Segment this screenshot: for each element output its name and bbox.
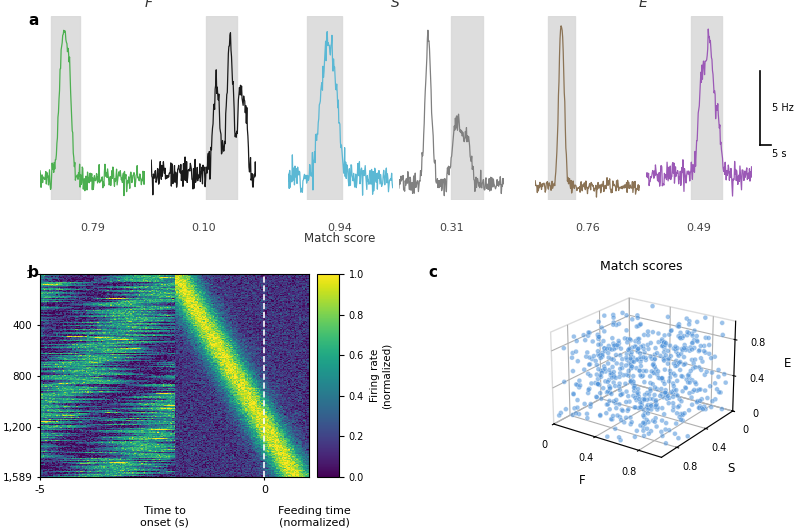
- Text: a: a: [28, 13, 38, 28]
- Text: Match score: Match score: [305, 232, 376, 245]
- Bar: [451, 16, 483, 200]
- Text: 0.79: 0.79: [80, 223, 105, 233]
- Bar: [548, 16, 575, 200]
- Text: 0.76: 0.76: [575, 223, 600, 233]
- Text: 0.10: 0.10: [191, 223, 216, 233]
- Bar: [690, 16, 722, 200]
- Bar: [206, 16, 238, 200]
- Text: b: b: [28, 265, 39, 280]
- Bar: [50, 16, 80, 200]
- Text: 0.31: 0.31: [439, 223, 464, 233]
- Text: 0.49: 0.49: [686, 223, 711, 233]
- Y-axis label: S: S: [727, 462, 734, 475]
- X-axis label: F: F: [579, 474, 586, 488]
- Text: 5 s: 5 s: [772, 149, 786, 160]
- Text: F: F: [144, 0, 152, 10]
- Text: 0.94: 0.94: [328, 223, 353, 233]
- Text: Feeding time
(normalized): Feeding time (normalized): [278, 506, 350, 528]
- Text: E: E: [639, 0, 648, 10]
- Title: Match scores: Match scores: [601, 260, 683, 273]
- Bar: [306, 16, 342, 200]
- Y-axis label: Firing rate
(normalized): Firing rate (normalized): [370, 342, 391, 409]
- Text: S: S: [391, 0, 400, 10]
- Text: c: c: [428, 265, 437, 280]
- Text: Time to
onset (s): Time to onset (s): [140, 506, 189, 528]
- Text: 5 Hz: 5 Hz: [772, 103, 794, 113]
